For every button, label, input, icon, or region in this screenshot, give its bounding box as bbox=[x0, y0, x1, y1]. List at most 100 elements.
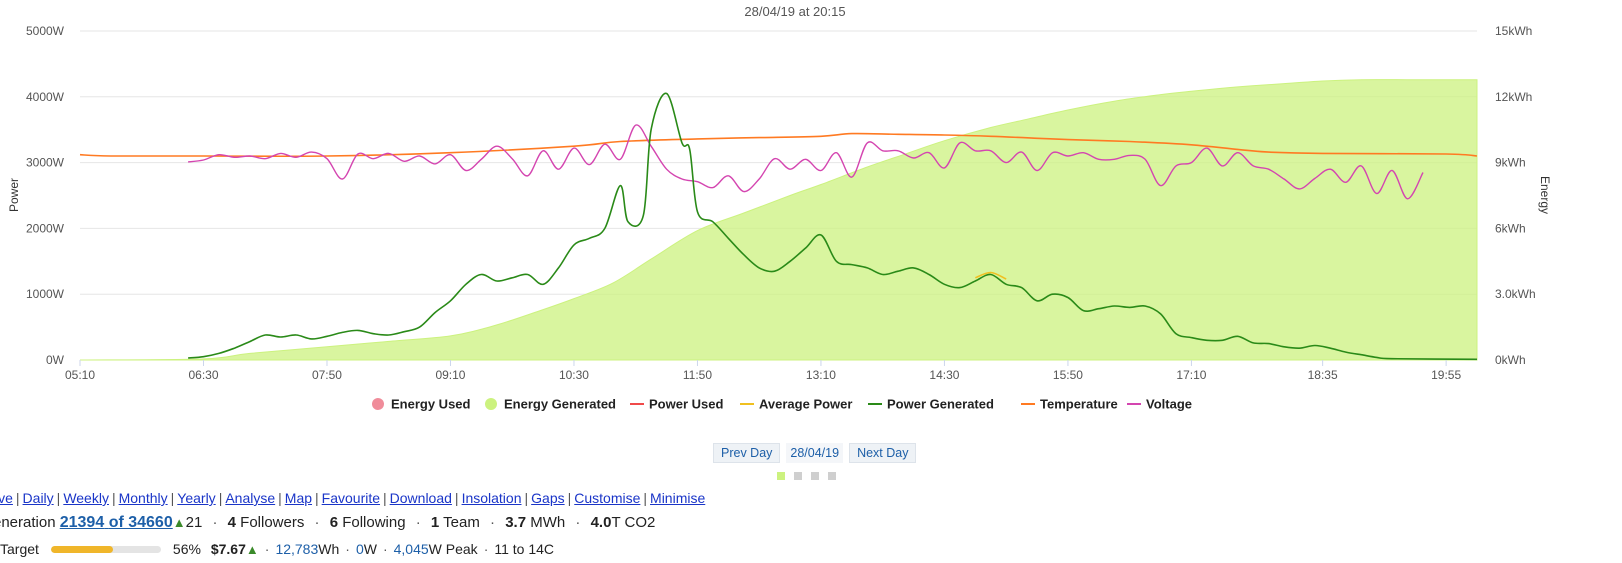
legend-marker bbox=[485, 398, 497, 410]
peak-power: 4,045 bbox=[393, 541, 429, 557]
page-dot-3[interactable] bbox=[811, 472, 819, 480]
x-tick-label: 05:10 bbox=[65, 368, 95, 382]
y-axis-left: 0W 1000W 2000W 3000W 4000W 5000W bbox=[26, 24, 65, 367]
chart-title: 28/04/19 at 20:15 bbox=[744, 4, 845, 19]
target-money: $7.67 bbox=[210, 541, 246, 557]
y-right-tick-label: 15kWh bbox=[1495, 24, 1532, 38]
y-left-tick-label: 4000W bbox=[26, 90, 65, 104]
rank-change: 21 bbox=[185, 514, 203, 531]
page-dot-2[interactable] bbox=[794, 472, 802, 480]
up-arrow-icon: ▲ bbox=[245, 541, 259, 557]
x-tick-label: 19:55 bbox=[1431, 368, 1461, 382]
x-axis: 05:10 06:30 07:50 09:10 10:30 11:50 13:10 14:30… bbox=[65, 360, 1461, 382]
y-right-tick-label: 0kWh bbox=[1495, 353, 1526, 367]
link-insolation[interactable]: Insolation bbox=[461, 490, 522, 506]
legend-item-power-generated[interactable]: Power Generated bbox=[868, 397, 994, 412]
x-tick-label: 13:10 bbox=[806, 368, 836, 382]
link-weekly[interactable]: Weekly bbox=[63, 490, 109, 506]
y-left-tick-label: 3000W bbox=[26, 156, 65, 170]
legend-item-average-power[interactable]: Average Power bbox=[740, 397, 852, 412]
target-progress-fill bbox=[50, 545, 113, 553]
x-tick-label: 11:50 bbox=[683, 368, 712, 382]
link-customise[interactable]: Customise bbox=[574, 490, 641, 506]
legend-label: Voltage bbox=[1146, 397, 1192, 412]
following-count: 6 bbox=[329, 514, 339, 531]
legend-label: Energy Used bbox=[391, 397, 471, 412]
followers-count: 4 bbox=[227, 514, 236, 531]
legend-marker bbox=[372, 398, 384, 410]
co2-unit: T CO2 bbox=[611, 514, 656, 531]
target-label: Target bbox=[0, 541, 39, 557]
generation-rank-link[interactable]: 21394 of 34660 bbox=[59, 514, 173, 531]
current-date: 28/04/19 bbox=[786, 443, 844, 463]
x-tick-label: 09:10 bbox=[435, 368, 465, 382]
current-power-unit: W bbox=[363, 541, 377, 557]
total-mwh-unit: MWh bbox=[530, 514, 566, 531]
prev-day-button[interactable]: Prev Day bbox=[713, 443, 781, 463]
followers-label: Followers bbox=[240, 514, 305, 531]
link-analyse[interactable]: Analyse bbox=[225, 490, 276, 506]
following-label: Following bbox=[342, 514, 406, 531]
x-tick-label: 06:30 bbox=[188, 368, 218, 382]
x-tick-label: 17:10 bbox=[1176, 368, 1206, 382]
y-right-tick-label: 3.0kWh bbox=[1495, 287, 1536, 301]
x-tick-label: 18:35 bbox=[1308, 368, 1338, 382]
day-navigation: Prev Day 28/04/19 Next Day bbox=[713, 443, 917, 463]
page-dot-1[interactable] bbox=[777, 472, 785, 480]
link-daily[interactable]: Daily bbox=[22, 490, 54, 506]
co2-value: 4.0 bbox=[590, 514, 612, 531]
power-generated-line bbox=[188, 92, 1478, 361]
legend-item-power-used[interactable]: Power Used bbox=[630, 397, 723, 412]
legend-label: Average Power bbox=[759, 397, 852, 412]
chart-area: 28/04/19 at 20:15 0W 1000W 2000W 3000W 4000W… bbox=[7, 4, 1552, 412]
current-power: 0 bbox=[355, 541, 364, 557]
average-power-line bbox=[975, 271, 1007, 280]
y-left-tick-label: 2000W bbox=[26, 221, 65, 235]
link-monthly[interactable]: Monthly bbox=[118, 490, 168, 506]
legend-label: Power Generated bbox=[887, 397, 994, 412]
team-label: Team bbox=[443, 514, 480, 531]
y-axis-left-title: Power bbox=[7, 178, 21, 212]
y-left-tick-label: 1000W bbox=[26, 287, 65, 301]
legend: Energy Used Energy Generated Power Used Ave… bbox=[372, 397, 1192, 412]
temperature-range: 11 to 14C bbox=[494, 541, 555, 557]
link-favourite[interactable]: Favourite bbox=[321, 490, 381, 506]
target-percent: 56% bbox=[172, 541, 201, 557]
series-layer bbox=[79, 79, 1478, 361]
voltage-line bbox=[188, 124, 1424, 200]
peak-power-unit: W Peak bbox=[428, 541, 478, 557]
legend-label: Energy Generated bbox=[504, 397, 616, 412]
page-dot-4[interactable] bbox=[828, 472, 836, 480]
x-tick-label: 10:30 bbox=[559, 368, 589, 382]
link-gaps[interactable]: Gaps bbox=[531, 490, 565, 506]
legend-item-energy-generated[interactable]: Energy Generated bbox=[485, 397, 616, 412]
page-dots bbox=[777, 472, 836, 480]
y-right-tick-label: 6kWh bbox=[1495, 221, 1526, 235]
link-yearly[interactable]: Yearly bbox=[177, 490, 216, 506]
y-left-tick-label: 0W bbox=[46, 353, 65, 367]
link-ive[interactable]: ive bbox=[0, 490, 13, 506]
y-left-tick-label: 5000W bbox=[26, 24, 65, 38]
y-axis-right: 0kWh 3.0kWh 6kWh 9kWh 12kWh 15kWh bbox=[1495, 24, 1536, 367]
legend-label: Temperature bbox=[1040, 397, 1118, 412]
legend-label: Power Used bbox=[649, 397, 723, 412]
x-tick-label: 15:50 bbox=[1053, 368, 1083, 382]
target-progress-bar bbox=[50, 545, 161, 553]
link-minimise[interactable]: Minimise bbox=[650, 490, 706, 506]
legend-item-energy-used[interactable]: Energy Used bbox=[372, 397, 471, 412]
y-axis-right-title: Energy bbox=[1538, 176, 1552, 214]
energy-generated-area bbox=[79, 79, 1478, 361]
y-right-tick-label: 9kWh bbox=[1495, 156, 1526, 170]
next-day-button[interactable]: Next Day bbox=[849, 443, 917, 463]
legend-item-temperature[interactable]: Temperature bbox=[1021, 397, 1118, 412]
link-map[interactable]: Map bbox=[284, 490, 313, 506]
energy-wh-unit: Wh bbox=[318, 541, 340, 557]
legend-item-voltage[interactable]: Voltage bbox=[1127, 397, 1192, 412]
link-download[interactable]: Download bbox=[389, 490, 452, 506]
up-arrow-icon: ▲ bbox=[172, 515, 186, 530]
view-links: ive|Daily|Weekly|Monthly|Yearly|Analyse|… bbox=[0, 490, 705, 506]
x-tick-label: 14:30 bbox=[929, 368, 959, 382]
